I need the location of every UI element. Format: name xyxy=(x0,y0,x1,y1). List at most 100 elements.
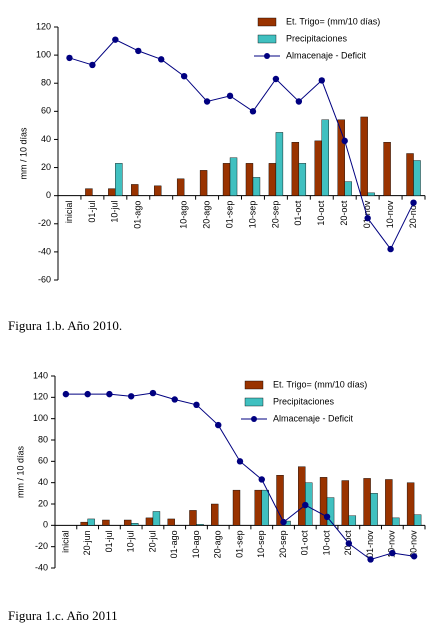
bar xyxy=(291,142,300,196)
y-tick-label: -60 xyxy=(38,274,51,284)
x-tick-label: 10-oct xyxy=(321,530,331,556)
bar xyxy=(370,493,378,526)
point xyxy=(236,458,244,465)
x-tick-label: 10-jul xyxy=(110,201,120,223)
x-tick-label: 10-nov xyxy=(387,530,397,558)
bar xyxy=(85,188,93,196)
bar xyxy=(189,510,197,526)
bar xyxy=(152,511,161,526)
legend-marker xyxy=(251,416,257,422)
point xyxy=(280,518,287,526)
line xyxy=(69,39,414,251)
y-tick-label: 120 xyxy=(36,21,51,31)
x-tick-label: 20-ago xyxy=(213,530,223,558)
point xyxy=(389,549,396,557)
x-tick-label: inicial xyxy=(60,530,70,553)
bar xyxy=(341,480,350,526)
x-tick-label: 01-nov xyxy=(365,530,375,558)
y-axis-label: mm / 10 días xyxy=(15,445,25,498)
x-tick-label: 10-nov xyxy=(385,200,395,228)
legend-label: Et. Trigo= (mm/10 días) xyxy=(286,16,380,26)
legend-label: Et. Trigo= (mm/10 días) xyxy=(273,379,367,389)
point xyxy=(84,390,91,398)
y-tick-label: 140 xyxy=(33,370,48,380)
bar xyxy=(102,519,110,526)
bar xyxy=(360,116,368,196)
point xyxy=(171,396,178,403)
point xyxy=(318,77,325,84)
point xyxy=(410,199,417,206)
x-tick-label: 10-oct xyxy=(316,200,326,226)
x-tick-label: 01-ago xyxy=(133,201,143,229)
bar xyxy=(199,170,208,196)
point xyxy=(323,513,331,520)
bar xyxy=(167,518,175,526)
x-tick-label: 01-jul xyxy=(104,530,114,552)
point xyxy=(226,92,234,100)
x-tick-label: 10-jul xyxy=(126,530,136,552)
y-tick-label: 80 xyxy=(41,78,51,88)
legend-swatch xyxy=(257,34,277,44)
x-tick-label: 20-sep xyxy=(270,201,280,229)
point xyxy=(215,421,222,429)
x-tick-label: 10-sep xyxy=(256,530,266,558)
point xyxy=(149,389,157,397)
bar xyxy=(413,514,422,526)
bar xyxy=(367,192,375,196)
y-tick-label: 20 xyxy=(41,162,51,172)
bar xyxy=(108,188,116,196)
legend-marker xyxy=(264,53,270,59)
y-tick-label: 40 xyxy=(41,134,51,144)
point xyxy=(203,98,211,105)
y-tick-label: 20 xyxy=(38,498,48,508)
bar xyxy=(229,157,238,196)
legend-label: Precipitaciones xyxy=(286,33,348,43)
y-tick-label: 60 xyxy=(41,106,51,116)
point xyxy=(180,72,188,80)
x-tick-label: 20-sep xyxy=(278,530,288,558)
bar xyxy=(337,119,345,196)
point xyxy=(367,556,374,563)
y-tick-label: 40 xyxy=(38,477,48,487)
legend-label: Precipitaciones xyxy=(273,396,335,406)
point xyxy=(364,214,371,222)
y-tick-label: -40 xyxy=(35,562,48,572)
bar xyxy=(363,478,371,526)
bar xyxy=(413,160,421,196)
bar xyxy=(252,177,261,196)
point xyxy=(135,47,142,55)
bar xyxy=(145,517,154,526)
bar xyxy=(344,181,352,196)
point xyxy=(89,61,96,69)
x-tick-label: 01-oct xyxy=(293,200,303,226)
caption: Figura 1.b. Año 2010. xyxy=(8,318,122,333)
bar xyxy=(131,184,139,196)
point xyxy=(62,390,70,398)
bar xyxy=(115,163,123,196)
legend-label: Almacenaje - Deficit xyxy=(273,413,354,423)
bar xyxy=(275,132,284,196)
bar xyxy=(268,163,277,196)
x-tick-label: 01-ago xyxy=(169,530,179,558)
x-tick-label: 10-ago xyxy=(191,530,201,558)
x-tick-label: 01-oct xyxy=(300,530,310,556)
point xyxy=(193,401,200,408)
bar xyxy=(222,163,231,196)
bar xyxy=(321,119,329,196)
bar xyxy=(130,523,139,526)
point xyxy=(272,75,280,83)
bar xyxy=(406,482,415,526)
y-axis-label: mm / 10 días xyxy=(18,127,28,180)
y-tick-label: 100 xyxy=(33,413,48,423)
bar xyxy=(385,479,393,526)
bar xyxy=(87,518,95,526)
bar xyxy=(383,142,391,196)
y-tick-label: -20 xyxy=(35,541,48,551)
bar xyxy=(232,489,241,526)
point xyxy=(127,393,135,400)
x-tick-label: 10-sep xyxy=(247,201,257,229)
legend-swatch xyxy=(244,380,264,390)
point xyxy=(106,390,113,398)
x-tick-label: 10-ago xyxy=(179,201,189,229)
